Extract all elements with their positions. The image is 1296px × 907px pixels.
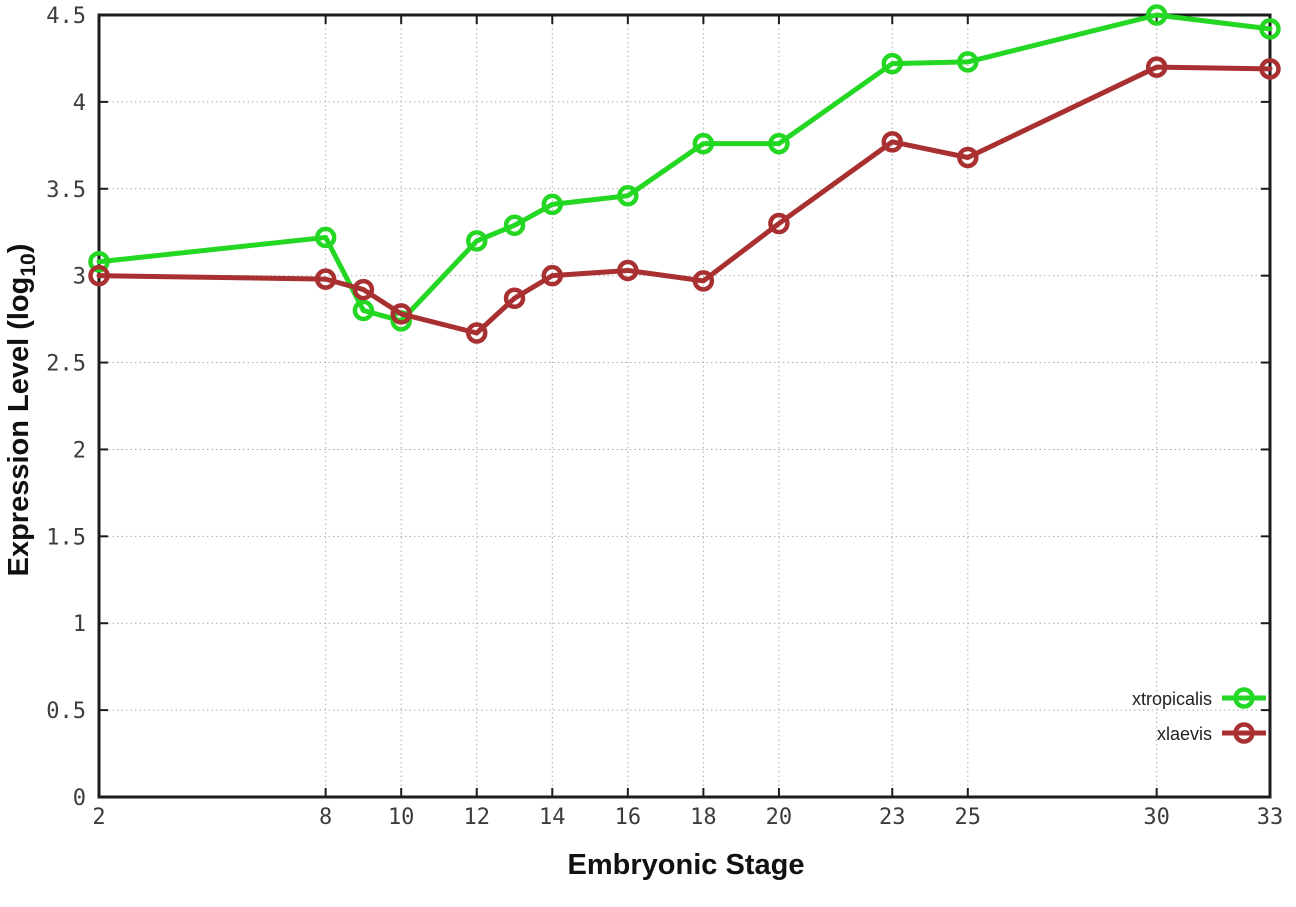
data-point-xtropicalis — [541, 193, 564, 216]
y-axis-title: Expression Level (log10) — [3, 244, 40, 577]
data-point-xlaevis — [617, 259, 639, 282]
data-point-xlaevis — [352, 278, 375, 301]
data-point-xtropicalis — [1145, 4, 1168, 26]
data-point-xtropicalis — [465, 230, 488, 252]
data-point-xlaevis — [692, 270, 715, 292]
x-tick-label: 10 — [388, 805, 415, 830]
y-tick-label: 1 — [73, 612, 86, 637]
y-axis-title-main: Expression Level (log — [3, 277, 35, 577]
data-point-xtropicalis — [88, 251, 110, 273]
x-tick-label: 12 — [463, 805, 490, 830]
data-point-xtropicalis — [352, 299, 375, 322]
x-tick-label: 33 — [1257, 805, 1284, 830]
data-point-xtropicalis — [692, 132, 715, 155]
legend-label-xtropicalis: xtropicalis — [1132, 689, 1212, 709]
data-point-xlaevis — [768, 212, 790, 235]
y-tick-label: 0 — [73, 786, 86, 811]
legend-item-xlaevis: xlaevis — [1157, 722, 1266, 744]
x-tick-label: 8 — [319, 805, 332, 830]
tick-layer — [98, 14, 1271, 798]
y-tick-label: 0.5 — [46, 699, 86, 724]
data-point-xlaevis — [957, 146, 979, 169]
x-tick-label: 18 — [690, 805, 717, 830]
x-tick-label: 30 — [1143, 805, 1170, 830]
data-point-xtropicalis — [881, 52, 904, 75]
y-axis-title-close: ) — [3, 244, 35, 254]
data-point-xlaevis — [541, 264, 564, 287]
data-point-xtropicalis — [1259, 18, 1281, 40]
frame-layer — [97, 13, 1272, 799]
legend: xtropicalis xlaevis — [1132, 687, 1266, 744]
tick-label-layer: 2 8 10 12 14 16 18 20 23 25 30 33 0 0.5 1 1.5 2 2.5 3 3.5 4 4… — [46, 4, 1283, 830]
x-tick-label: 16 — [615, 805, 642, 830]
data-point-xlaevis — [503, 287, 526, 310]
y-tick-label: 4.5 — [46, 4, 86, 29]
y-tick-label: 4 — [73, 91, 86, 116]
series-line-xtropicalis — [96, 12, 1273, 324]
data-point-xtropicalis — [617, 184, 639, 207]
y-tick-label: 2 — [73, 438, 86, 463]
data-point-xtropicalis — [503, 214, 526, 237]
legend-marker-xlaevis — [1233, 722, 1255, 744]
data-point-xlaevis — [881, 131, 904, 153]
y-tick-label: 3.5 — [46, 178, 86, 203]
x-tick-label: 20 — [766, 805, 793, 830]
grid-layer — [98, 14, 1271, 798]
legend-marker-xtropicalis — [1233, 687, 1255, 709]
y-axis-title-subscript: 10 — [17, 253, 40, 276]
x-tick-label: 2 — [92, 805, 105, 830]
y-tick-label: 2.5 — [46, 352, 86, 377]
data-point-xtropicalis — [957, 51, 979, 73]
data-point-xlaevis — [1259, 58, 1281, 80]
x-tick-label: 14 — [539, 805, 566, 830]
x-tick-label: 25 — [955, 805, 982, 830]
series-layer — [88, 4, 1281, 344]
y-tick-label: 3 — [73, 265, 86, 290]
y-tick-label: 1.5 — [46, 525, 86, 550]
data-point-xlaevis — [314, 268, 337, 290]
legend-label-xlaevis: xlaevis — [1157, 724, 1212, 744]
x-tick-label: 23 — [879, 805, 906, 830]
data-point-xlaevis — [390, 303, 412, 325]
data-point-xlaevis — [88, 264, 110, 287]
series-line-xlaevis — [96, 64, 1273, 336]
data-point-xlaevis — [1145, 56, 1168, 78]
plot-frame — [97, 13, 1272, 799]
data-point-xlaevis — [465, 322, 488, 344]
data-point-xtropicalis — [768, 132, 790, 155]
x-axis-title: Embryonic Stage — [568, 849, 805, 881]
legend-item-xtropicalis: xtropicalis — [1132, 687, 1266, 709]
data-point-xtropicalis — [314, 226, 337, 249]
